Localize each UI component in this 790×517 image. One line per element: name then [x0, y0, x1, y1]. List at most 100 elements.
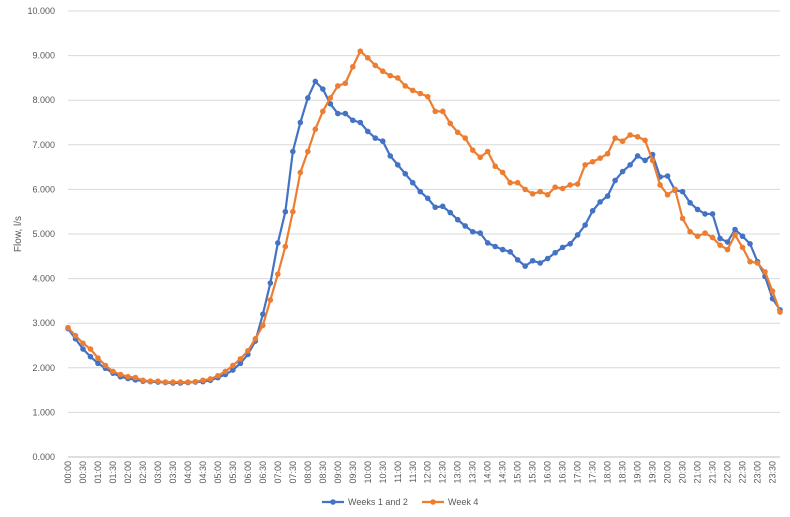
x-tick-label: 15:30: [528, 461, 538, 484]
x-tick-label: 07:30: [288, 461, 298, 484]
legend: Weeks 1 and 2 Week 4: [322, 497, 478, 507]
data-point: [499, 246, 506, 253]
data-point: [290, 208, 296, 215]
data-point: [394, 75, 401, 81]
x-tick-label: 10:00: [363, 461, 373, 484]
data-point: [230, 367, 236, 373]
data-point: [717, 242, 723, 248]
data-point: [559, 244, 566, 251]
x-tick-label: 09:30: [348, 461, 358, 484]
data-point: [574, 181, 581, 187]
data-point: [297, 119, 304, 126]
data-point: [529, 191, 536, 197]
data-point: [627, 162, 633, 168]
data-point: [350, 63, 356, 70]
x-tick-label: 22:00: [723, 461, 733, 484]
x-tick-label: 20:00: [663, 461, 673, 484]
data-point: [507, 249, 513, 255]
data-point: [95, 355, 101, 361]
x-tick-label: 17:00: [573, 461, 583, 484]
data-point: [342, 80, 349, 87]
data-point: [417, 188, 424, 195]
data-point: [477, 154, 484, 161]
x-tick-label: 08:00: [303, 461, 313, 484]
x-tick-label: 10:30: [378, 461, 388, 484]
data-point: [379, 138, 386, 145]
x-tick-label: 23:30: [768, 461, 778, 484]
y-tick-label: 6.000: [32, 184, 55, 194]
data-point: [95, 360, 101, 367]
x-tick-label: 12:00: [423, 461, 433, 484]
data-point: [702, 211, 708, 217]
x-tick-label: 05:00: [213, 461, 223, 484]
data-point: [402, 83, 409, 89]
x-tick-label: 04:00: [183, 461, 193, 484]
data-point: [372, 62, 379, 69]
x-tick-label: 11:00: [393, 461, 403, 483]
data-point: [469, 147, 476, 153]
data-point: [537, 260, 543, 266]
data-point: [417, 90, 424, 97]
y-tick-label: 1.000: [32, 407, 55, 417]
data-point: [342, 110, 349, 117]
data-point: [155, 378, 161, 384]
x-tick-label: 12:30: [438, 461, 448, 484]
x-tick-label: 03:00: [153, 461, 163, 484]
data-point: [432, 108, 439, 115]
series-week-4: [65, 48, 783, 385]
data-point: [297, 169, 304, 176]
data-point: [275, 240, 281, 246]
data-point: [664, 173, 671, 179]
y-tick-label: 8.000: [32, 95, 55, 105]
data-point: [582, 222, 588, 228]
data-point: [357, 119, 364, 126]
data-point: [364, 55, 371, 61]
data-point: [642, 137, 648, 144]
data-point: [717, 235, 723, 242]
x-tick-label: 01:00: [93, 461, 103, 484]
data-point: [447, 120, 454, 127]
x-tick-label: 13:30: [468, 461, 478, 484]
data-point: [147, 378, 154, 384]
data-point: [612, 135, 618, 141]
series-line: [67, 80, 781, 385]
data-point: [320, 86, 326, 92]
data-point: [754, 260, 761, 266]
data-point: [350, 117, 356, 124]
data-point: [604, 193, 611, 199]
data-point: [657, 182, 663, 188]
data-point: [739, 244, 746, 251]
data-point: [237, 360, 244, 367]
data-point: [305, 95, 311, 101]
x-tick-label: 09:00: [333, 461, 343, 484]
data-point: [357, 48, 364, 54]
data-point: [537, 188, 543, 195]
data-point: [649, 157, 656, 164]
data-point: [87, 353, 94, 360]
data-point: [709, 211, 716, 217]
data-point: [402, 170, 409, 177]
x-tick-label: 03:30: [168, 461, 178, 484]
data-point: [552, 184, 558, 190]
data-point: [552, 249, 558, 256]
series-layer: [65, 48, 783, 386]
data-point: [282, 208, 289, 215]
data-point: [619, 168, 626, 175]
x-tick-label: 04:30: [198, 461, 208, 484]
x-tick-label: 00:00: [63, 461, 73, 484]
y-tick-label: 3.000: [32, 318, 55, 328]
data-point: [694, 206, 701, 213]
data-point: [634, 153, 641, 159]
data-point: [379, 68, 386, 75]
x-tick-label: 07:00: [273, 461, 283, 484]
data-point: [245, 348, 251, 354]
data-point: [522, 186, 528, 193]
data-point: [230, 362, 236, 369]
data-point: [567, 241, 573, 247]
data-point: [777, 309, 783, 315]
data-point: [290, 148, 296, 155]
data-point: [499, 169, 506, 176]
data-point: [732, 226, 738, 233]
legend-marker: [430, 499, 436, 505]
data-point: [454, 216, 461, 223]
